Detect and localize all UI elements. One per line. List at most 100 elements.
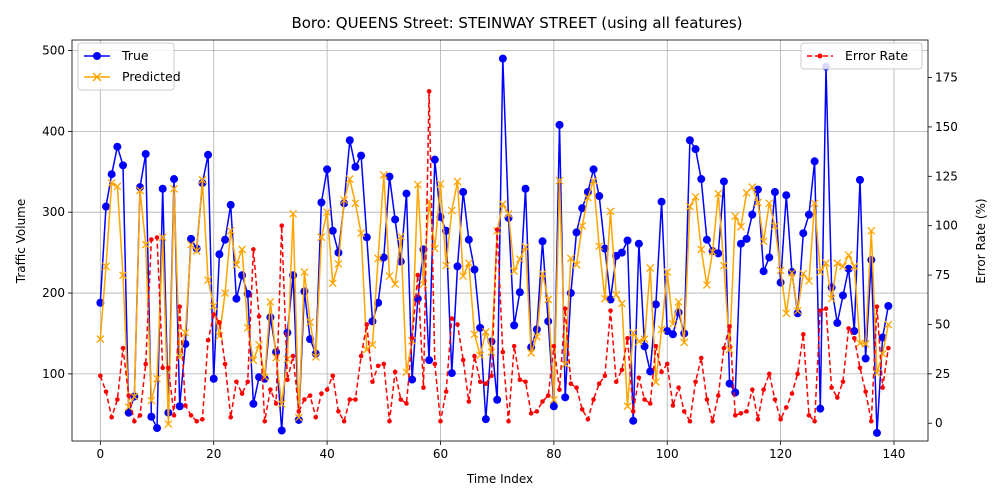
data-point (719, 261, 728, 270)
data-point (351, 199, 360, 208)
data-point (538, 237, 547, 246)
data-point (566, 289, 575, 298)
data-point (455, 322, 460, 327)
data-point (749, 387, 755, 392)
data-point (823, 306, 829, 311)
data-point (500, 349, 506, 355)
data-point (657, 197, 666, 206)
data-point (766, 371, 772, 377)
data-point (408, 336, 417, 345)
data-point (532, 332, 541, 341)
data-point (238, 245, 247, 254)
data-point (827, 294, 836, 303)
data-point (606, 207, 615, 216)
data-point (884, 301, 893, 310)
data-point (578, 221, 587, 230)
data-point (710, 418, 715, 424)
data-point (493, 395, 502, 404)
data-point (806, 413, 812, 418)
data-point (442, 261, 451, 270)
data-point (268, 387, 273, 392)
data-point (296, 409, 302, 414)
data-point (324, 387, 330, 392)
data-point (681, 409, 687, 414)
data-point (489, 373, 494, 379)
data-point (170, 175, 179, 184)
data-point (477, 379, 483, 385)
data-point (370, 379, 375, 385)
data-point (158, 233, 167, 242)
data-point (880, 385, 885, 390)
data-point (755, 416, 761, 422)
data-point (447, 206, 456, 215)
data-point (391, 280, 400, 289)
data-point (498, 54, 507, 63)
data-point (557, 387, 562, 392)
data-point (759, 237, 768, 246)
data-point (770, 187, 779, 196)
x-tick-label: 140 (883, 447, 906, 461)
data-point (119, 271, 127, 280)
y-right-tick-label: 0 (935, 416, 943, 430)
data-point (143, 361, 148, 367)
data-point (153, 424, 162, 433)
data-point (725, 345, 734, 354)
data-point (595, 192, 604, 201)
x-tick-label: 20 (206, 447, 221, 461)
data-point (160, 365, 166, 371)
data-point (402, 189, 411, 198)
data-point (153, 374, 161, 383)
data-point (443, 389, 449, 394)
data-point (438, 418, 443, 424)
data-point (387, 418, 392, 424)
data-point (120, 345, 126, 351)
data-point (430, 155, 439, 164)
data-point (328, 279, 337, 288)
data-point (198, 175, 207, 184)
x-axis-label: Time Index (466, 472, 533, 486)
data-point (245, 379, 251, 385)
data-point (215, 250, 224, 259)
data-point (187, 234, 196, 243)
data-point (651, 378, 660, 386)
data-point (476, 351, 485, 360)
data-point (464, 259, 473, 268)
data-point (470, 330, 479, 339)
data-point (776, 266, 785, 275)
data-point (262, 418, 268, 424)
data-point (426, 89, 432, 94)
data-point (857, 365, 863, 371)
data-point (629, 416, 638, 425)
plot-frame (71, 39, 929, 442)
data-point (691, 192, 700, 201)
data-point (249, 399, 258, 408)
y-right-tick-label: 50 (935, 317, 950, 331)
data-point (113, 182, 122, 191)
data-point (540, 399, 545, 404)
data-point (222, 361, 228, 367)
data-point (381, 361, 387, 367)
data-point (829, 385, 834, 390)
data-point (472, 353, 477, 359)
data-point (736, 222, 745, 231)
data-point (221, 235, 230, 244)
data-point (693, 379, 698, 385)
data-point (323, 165, 332, 174)
data-point (515, 288, 524, 297)
data-point (578, 204, 587, 213)
data-point (149, 237, 154, 242)
data-point (98, 373, 103, 379)
data-point (132, 418, 137, 424)
data-point (515, 255, 524, 264)
data-point (147, 412, 156, 421)
data-point (653, 343, 659, 349)
data-point (357, 151, 366, 160)
legend-right-box (800, 42, 923, 70)
data-point (317, 233, 326, 242)
data-point (795, 371, 800, 377)
data-point (177, 304, 183, 309)
data-point (226, 200, 235, 209)
data-point (855, 175, 864, 184)
data-point (555, 120, 564, 129)
